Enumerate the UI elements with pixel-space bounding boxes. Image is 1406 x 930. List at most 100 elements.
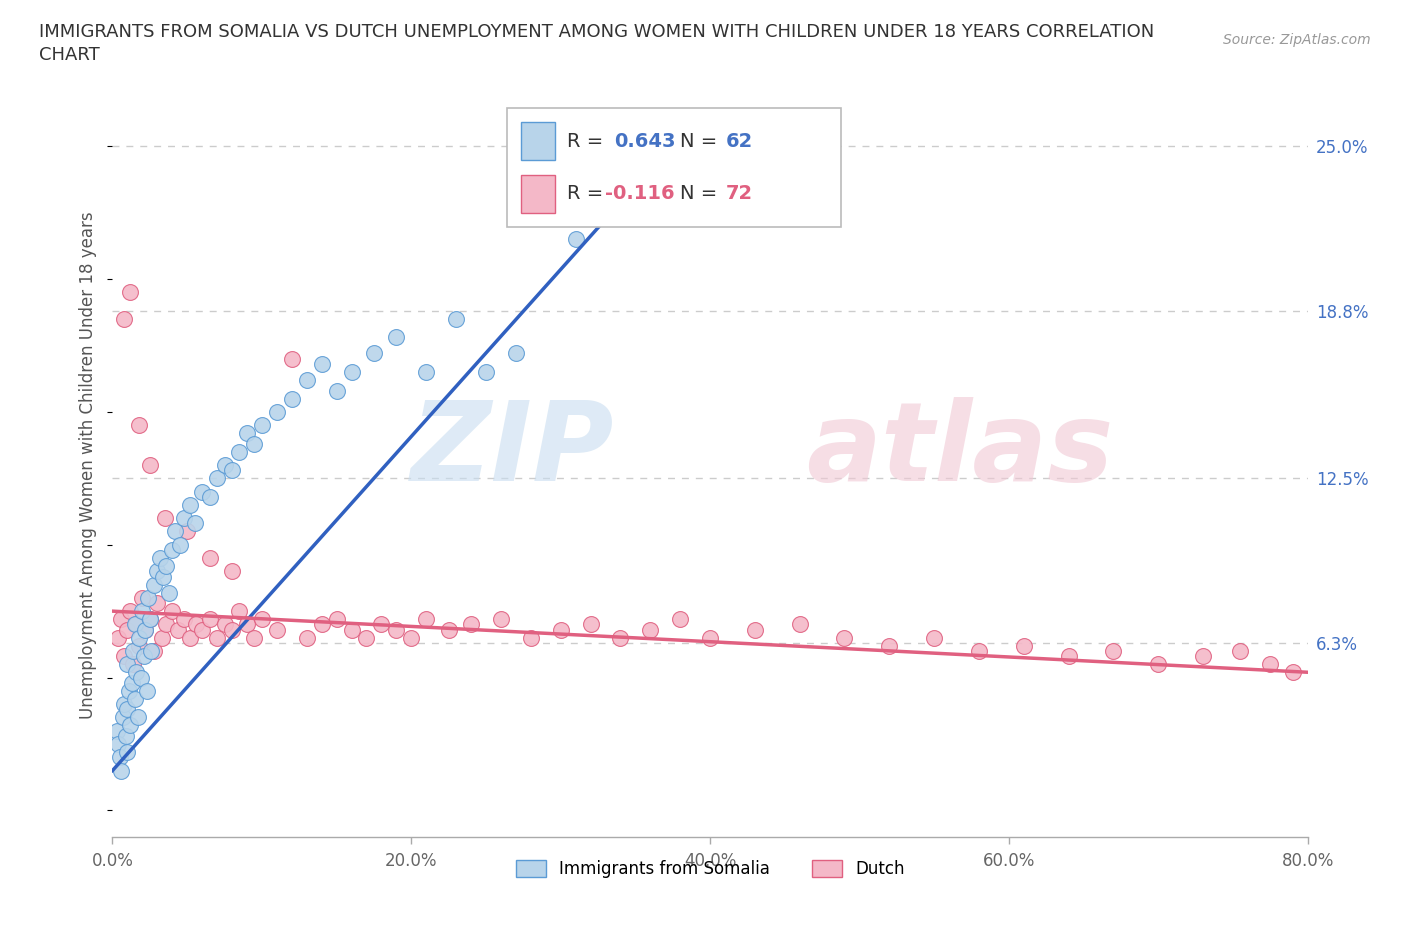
Point — [340, 365, 363, 379]
Point — [311, 356, 333, 371]
Point — [138, 591, 160, 605]
Point — [162, 542, 183, 557]
Point — [120, 604, 142, 618]
Point — [125, 665, 148, 680]
Point — [1147, 657, 1170, 671]
Text: 62: 62 — [725, 132, 752, 151]
Point — [108, 750, 131, 764]
Point — [295, 631, 318, 645]
Point — [356, 631, 378, 645]
Point — [205, 471, 228, 485]
Text: 72: 72 — [725, 184, 752, 203]
Point — [124, 691, 146, 706]
Point — [143, 578, 166, 592]
Point — [146, 564, 169, 578]
Point — [179, 498, 201, 512]
Point — [134, 622, 156, 637]
Point — [460, 617, 482, 631]
Point — [243, 436, 266, 451]
Point — [967, 644, 990, 658]
Point — [214, 617, 236, 631]
Point — [139, 612, 162, 627]
Point — [153, 511, 176, 525]
Point — [129, 671, 152, 685]
Point — [183, 516, 205, 531]
Point — [117, 622, 139, 637]
Y-axis label: Unemployment Among Women with Children Under 18 years: Unemployment Among Women with Children U… — [79, 211, 97, 719]
Point — [699, 631, 721, 645]
Text: Source: ZipAtlas.com: Source: ZipAtlas.com — [1223, 33, 1371, 46]
Point — [505, 346, 527, 361]
Point — [121, 675, 143, 690]
Point — [579, 617, 602, 631]
Text: CHART: CHART — [39, 46, 100, 64]
Point — [125, 617, 148, 631]
Point — [131, 604, 153, 618]
Point — [415, 612, 437, 627]
Point — [879, 638, 901, 653]
Point — [198, 489, 221, 504]
Point — [179, 631, 201, 645]
Point — [155, 617, 177, 631]
Point — [115, 728, 138, 743]
Point — [191, 485, 214, 499]
Point — [122, 657, 145, 671]
FancyBboxPatch shape — [522, 175, 555, 213]
Point — [236, 426, 259, 441]
Point — [143, 644, 166, 658]
Point — [114, 697, 135, 711]
Point — [475, 365, 498, 379]
Point — [150, 631, 173, 645]
Point — [131, 591, 153, 605]
Point — [437, 622, 460, 637]
Text: ZIP: ZIP — [411, 396, 614, 504]
Point — [120, 285, 142, 299]
Point — [221, 463, 243, 478]
Point — [744, 622, 766, 637]
Point — [134, 622, 156, 637]
Point — [1229, 644, 1251, 658]
Point — [1057, 649, 1080, 664]
Point — [295, 373, 318, 388]
FancyBboxPatch shape — [522, 122, 555, 160]
Point — [107, 631, 129, 645]
Point — [415, 365, 437, 379]
Point — [363, 346, 385, 361]
Point — [117, 745, 139, 760]
Text: N =: N = — [681, 184, 724, 203]
Point — [173, 511, 195, 525]
Point — [221, 564, 243, 578]
Point — [107, 737, 129, 751]
Point — [520, 631, 543, 645]
Point — [250, 418, 273, 432]
Point — [250, 612, 273, 627]
Point — [266, 622, 288, 637]
Point — [169, 538, 191, 552]
Text: N =: N = — [681, 132, 724, 151]
Point — [214, 458, 236, 472]
Point — [1102, 644, 1125, 658]
Point — [165, 524, 187, 538]
Legend: Immigrants from Somalia, Dutch: Immigrants from Somalia, Dutch — [509, 853, 911, 884]
Point — [325, 612, 347, 627]
Text: atlas: atlas — [806, 396, 1114, 504]
Point — [1281, 665, 1303, 680]
Point — [105, 724, 128, 738]
FancyBboxPatch shape — [508, 108, 842, 227]
Point — [141, 644, 163, 658]
Point — [1012, 638, 1035, 653]
Point — [198, 551, 221, 565]
Point — [401, 631, 423, 645]
Point — [191, 622, 214, 637]
Point — [157, 585, 180, 600]
Point — [228, 445, 250, 459]
Point — [789, 617, 811, 631]
Point — [122, 644, 145, 658]
Point — [311, 617, 333, 631]
Point — [489, 612, 512, 627]
Point — [1192, 649, 1215, 664]
Point — [152, 569, 174, 584]
Point — [139, 612, 162, 627]
Point — [922, 631, 945, 645]
Point — [128, 418, 150, 432]
